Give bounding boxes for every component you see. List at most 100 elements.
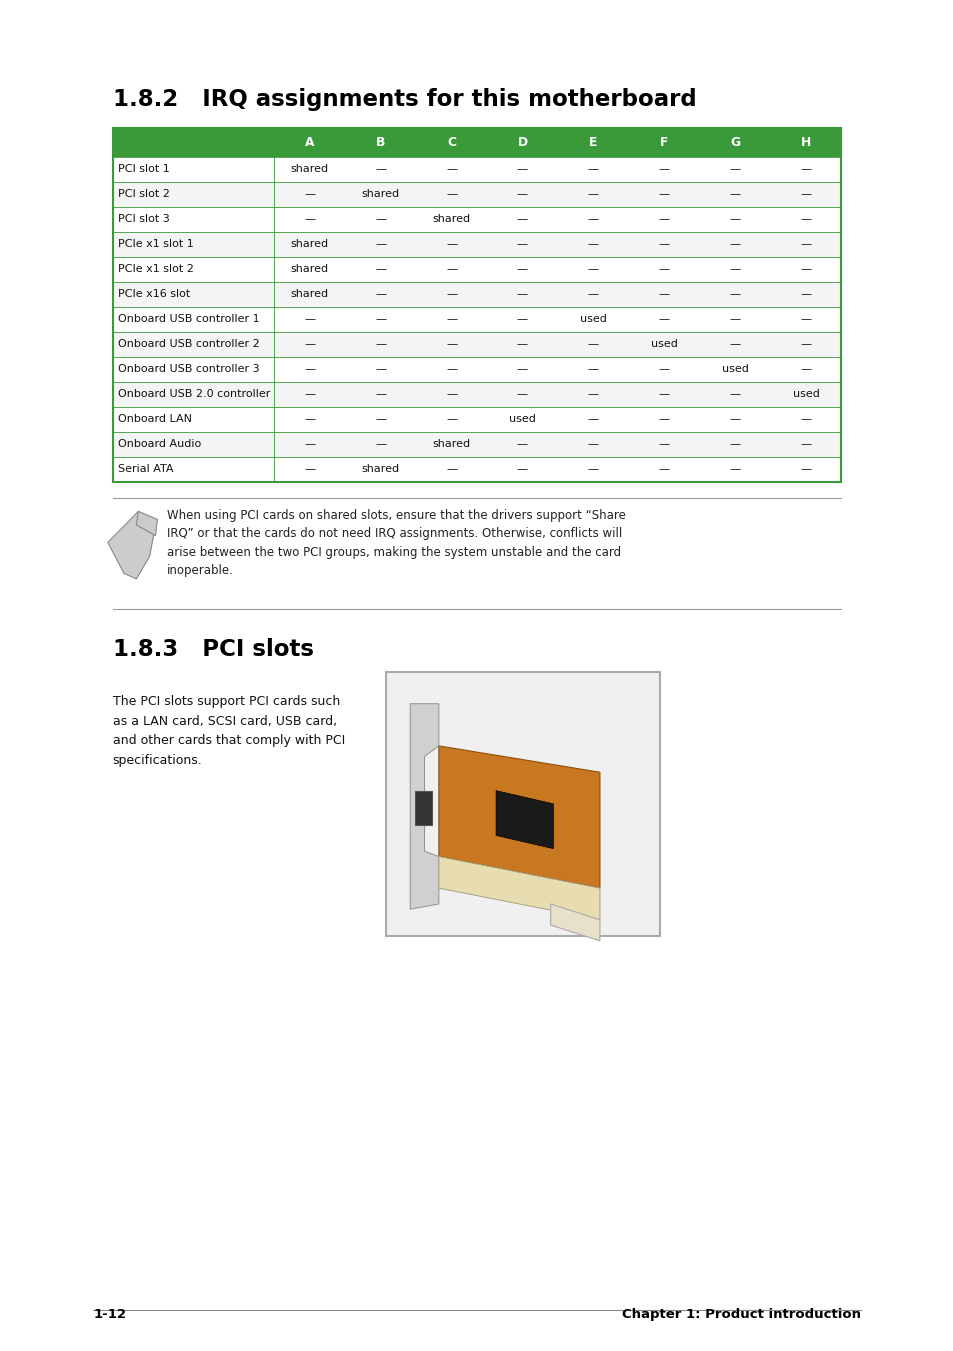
Text: —: —	[446, 189, 456, 199]
Text: A: A	[305, 136, 314, 149]
Text: —: —	[800, 339, 811, 349]
Bar	[112, 407, 841, 431]
Text: —: —	[517, 265, 527, 274]
Bar	[112, 357, 841, 381]
Text: —: —	[729, 439, 740, 449]
Text: —: —	[446, 265, 456, 274]
Text: —: —	[446, 289, 456, 299]
Text: PCIe x16 slot: PCIe x16 slot	[118, 289, 191, 299]
Bar	[112, 281, 841, 307]
Text: shared: shared	[432, 439, 470, 449]
Text: —: —	[658, 165, 669, 174]
Text: —: —	[658, 215, 669, 224]
Polygon shape	[136, 512, 157, 536]
Text: used: used	[579, 315, 606, 324]
Text: —: —	[587, 189, 598, 199]
Text: —: —	[587, 265, 598, 274]
Bar	[112, 307, 841, 331]
Text: —: —	[375, 239, 386, 249]
Text: Serial ATA: Serial ATA	[118, 465, 173, 474]
Text: —: —	[658, 439, 669, 449]
Text: used: used	[509, 415, 536, 424]
Text: —: —	[587, 415, 598, 424]
Text: —: —	[587, 215, 598, 224]
Text: —: —	[587, 465, 598, 474]
Bar	[112, 128, 841, 157]
Text: —: —	[304, 365, 315, 374]
Text: —: —	[800, 439, 811, 449]
Text: —: —	[729, 339, 740, 349]
Text: —: —	[517, 465, 527, 474]
Text: —: —	[304, 215, 315, 224]
Text: —: —	[658, 189, 669, 199]
Text: —: —	[446, 315, 456, 324]
Text: —: —	[729, 389, 740, 399]
Text: —: —	[658, 389, 669, 399]
Polygon shape	[108, 512, 155, 580]
Text: —: —	[446, 365, 456, 374]
Bar	[415, 792, 432, 825]
Text: —: —	[658, 365, 669, 374]
Text: shared: shared	[432, 215, 470, 224]
Text: —: —	[375, 415, 386, 424]
Bar	[112, 128, 841, 482]
Text: —: —	[729, 465, 740, 474]
Text: —: —	[587, 339, 598, 349]
Text: —: —	[800, 265, 811, 274]
Text: —: —	[729, 215, 740, 224]
Text: —: —	[800, 189, 811, 199]
Text: —: —	[304, 465, 315, 474]
Text: F: F	[659, 136, 668, 149]
Polygon shape	[438, 746, 599, 888]
Text: —: —	[517, 165, 527, 174]
Text: PCI slot 3: PCI slot 3	[118, 215, 170, 224]
Bar	[112, 332, 841, 357]
Text: —: —	[800, 289, 811, 299]
Text: —: —	[375, 365, 386, 374]
Text: When using PCI cards on shared slots, ensure that the drivers support “Share
IRQ: When using PCI cards on shared slots, en…	[167, 509, 625, 577]
Text: 1.8.3   PCI slots: 1.8.3 PCI slots	[112, 639, 314, 662]
Text: —: —	[375, 315, 386, 324]
Bar	[112, 207, 841, 232]
Text: —: —	[375, 439, 386, 449]
Text: —: —	[517, 189, 527, 199]
Text: —: —	[446, 165, 456, 174]
Text: PCI slot 1: PCI slot 1	[118, 165, 170, 174]
Text: —: —	[800, 239, 811, 249]
Text: H: H	[800, 136, 810, 149]
Text: —: —	[375, 339, 386, 349]
Text: shared: shared	[291, 289, 329, 299]
Text: —: —	[517, 315, 527, 324]
Text: —: —	[446, 389, 456, 399]
Text: used: used	[650, 339, 677, 349]
Polygon shape	[438, 857, 599, 920]
Text: PCI slot 2: PCI slot 2	[118, 189, 170, 199]
Text: The PCI slots support PCI cards such
as a LAN card, SCSI card, USB card,
and oth: The PCI slots support PCI cards such as …	[112, 696, 344, 766]
Text: —: —	[729, 315, 740, 324]
Text: —: —	[517, 239, 527, 249]
Text: —: —	[658, 465, 669, 474]
Text: —: —	[375, 215, 386, 224]
Text: —: —	[587, 239, 598, 249]
Text: Onboard USB controller 1: Onboard USB controller 1	[118, 315, 259, 324]
Text: —: —	[446, 465, 456, 474]
Text: —: —	[375, 289, 386, 299]
Text: —: —	[800, 315, 811, 324]
Text: —: —	[587, 289, 598, 299]
Text: —: —	[729, 289, 740, 299]
Text: —: —	[446, 339, 456, 349]
Text: —: —	[304, 439, 315, 449]
Text: —: —	[517, 215, 527, 224]
Text: Onboard LAN: Onboard LAN	[118, 415, 193, 424]
Text: Onboard USB controller 2: Onboard USB controller 2	[118, 339, 260, 349]
Text: —: —	[517, 365, 527, 374]
Text: —: —	[729, 165, 740, 174]
Text: PCIe x1 slot 1: PCIe x1 slot 1	[118, 239, 193, 249]
Text: 1.8.2   IRQ assignments for this motherboard: 1.8.2 IRQ assignments for this motherboa…	[112, 88, 696, 111]
Text: D: D	[517, 136, 527, 149]
Text: shared: shared	[291, 239, 329, 249]
Text: Onboard Audio: Onboard Audio	[118, 439, 201, 449]
Text: —: —	[800, 165, 811, 174]
Bar	[112, 457, 841, 481]
Text: C: C	[447, 136, 456, 149]
